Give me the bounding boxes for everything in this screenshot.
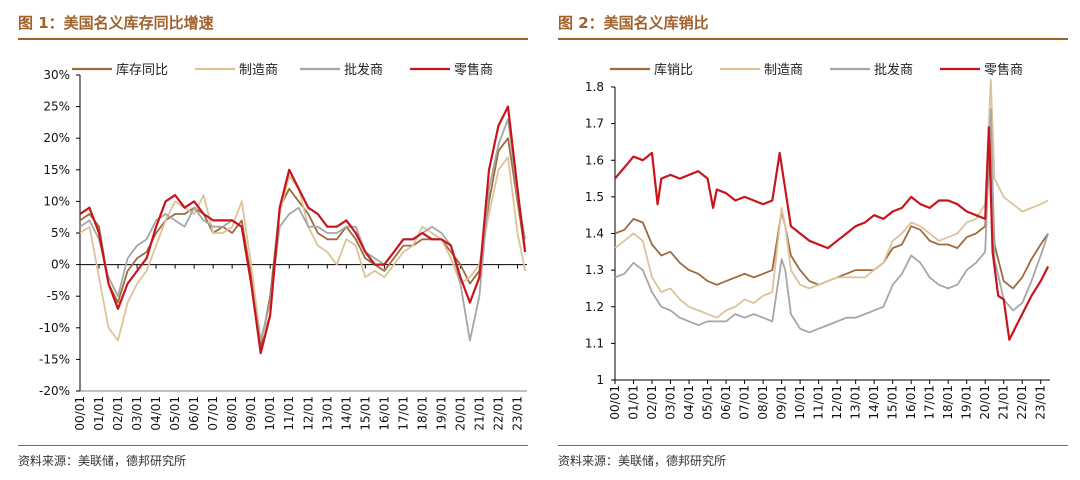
x-tick-label: 22/01 [491, 396, 505, 431]
x-tick-label: 17/01 [396, 396, 410, 431]
y-tick-label: 1.7 [585, 117, 604, 131]
x-tick-label: 03/01 [130, 396, 144, 431]
x-tick-label: 18/01 [415, 396, 429, 431]
y-tick-label: 1 [596, 373, 604, 387]
series-line-制造商 [79, 156, 526, 342]
x-tick-label: 16/01 [904, 385, 918, 420]
y-tick-label: -5% [47, 289, 70, 303]
x-tick-label: 21/01 [472, 396, 486, 431]
series-line-批发商 [614, 108, 1049, 334]
x-tick-label: 11/01 [812, 385, 826, 420]
x-tick-label: 19/01 [960, 385, 974, 420]
x-tick-label: 17/01 [923, 385, 937, 420]
y-tick-label: -10% [39, 321, 70, 335]
x-tick-label: 21/01 [997, 385, 1011, 420]
x-tick-label: 09/01 [775, 385, 789, 420]
legend-label: 批发商 [874, 62, 913, 78]
x-tick-label: 20/01 [978, 385, 992, 420]
x-tick-label: 07/01 [738, 385, 752, 420]
x-tick-label: 01/01 [627, 385, 641, 420]
x-tick-label: 03/01 [664, 385, 678, 420]
x-tick-label: 19/01 [434, 396, 448, 431]
x-tick-label: 08/01 [225, 396, 239, 431]
y-tick-label: 25% [43, 100, 70, 114]
legend-label: 库销比 [654, 62, 693, 78]
legend-label: 零售商 [454, 62, 493, 78]
chart-title-2: 图 2：美国名义库销比 [558, 14, 709, 32]
x-tick-label: 00/01 [73, 396, 87, 431]
chart-1-svg: -20% -15% -10% -5% 0% 5% 10% 15% 20% 25% 30% 00/01 0… [39, 62, 527, 431]
series-line-零售商 [79, 105, 527, 355]
legend-label: 制造商 [764, 63, 803, 78]
x-tick-label: 08/01 [756, 385, 770, 420]
legend-label: 批发商 [344, 62, 383, 78]
legend-label: 库存同比 [116, 62, 168, 78]
x-tick-label: 09/01 [244, 396, 258, 431]
x-tick-label: 06/01 [719, 385, 733, 420]
series-line-库存同比 [79, 137, 526, 348]
series-line-制造商 [614, 78, 1049, 319]
chart-panel-2: 图 2：美国名义库销比 1 1.1 1.2 1.3 1.4 1.5 1.6 1.7 1.8 00/… [540, 0, 1080, 480]
title-rule-1 [18, 38, 528, 40]
y-tick-label: 15% [43, 163, 70, 177]
x-tick-label: 02/01 [111, 396, 125, 431]
y-tick-label: 1.1 [585, 336, 604, 350]
x-tick-label: 10/01 [263, 396, 277, 431]
x-tick-label: 22/01 [1015, 385, 1029, 420]
x-tick-label: 04/01 [682, 385, 696, 420]
x-tick-label: 13/01 [320, 396, 334, 431]
y-tick-label: 1.8 [585, 80, 604, 94]
y-tick-label: 5% [51, 226, 70, 240]
x-tick-label: 12/01 [301, 396, 315, 431]
x-tick-label: 15/01 [886, 385, 900, 420]
chart-panel-1: 图 1：美国名义库存同比增速 -20% -15% -10% -5% 0% 5% 10% 15%… [18, 14, 528, 468]
chart-2-svg: 1 1.1 1.2 1.3 1.4 1.5 1.6 1.7 1.8 00/01 01/01 02/01… [585, 62, 1050, 420]
title-rule-2 [558, 38, 1068, 40]
legend-label: 制造商 [239, 63, 278, 78]
y-tick-label: 1.3 [585, 263, 604, 277]
y-tick-label: 1.5 [585, 190, 604, 204]
x-tick-label: 20/01 [453, 396, 467, 431]
series-line-批发商 [79, 118, 526, 342]
y-tick-label: -20% [39, 384, 70, 398]
x-tick-label: 18/01 [941, 385, 955, 420]
x-tick-label: 16/01 [377, 396, 391, 431]
source-note-2: 资料来源：美联储，德邦研究所 [558, 454, 727, 468]
x-tick-label: 12/01 [830, 385, 844, 420]
x-tick-label: 07/01 [206, 396, 220, 431]
x-tick-label: 04/01 [149, 396, 163, 431]
x-tick-label: 23/01 [1034, 385, 1048, 420]
x-tick-label: 23/01 [510, 396, 524, 431]
y-tick-label: 1.2 [585, 300, 604, 314]
footer-rule-2 [558, 445, 1068, 446]
y-tick-label: 10% [43, 194, 70, 208]
y-tick-label: -15% [39, 352, 70, 366]
y-tick-label: 1.4 [585, 227, 604, 241]
x-tick-label: 10/01 [793, 385, 807, 420]
legend-label: 零售商 [984, 62, 1023, 78]
chart-title-1: 图 1：美国名义库存同比增速 [18, 14, 214, 32]
y-tick-label: 30% [43, 68, 70, 82]
x-tick-label: 13/01 [849, 385, 863, 420]
x-tick-label: 05/01 [168, 396, 182, 431]
x-tick-label: 00/01 [608, 385, 622, 420]
y-tick-label: 1.6 [585, 153, 604, 167]
x-tick-label: 11/01 [282, 396, 296, 431]
x-tick-label: 01/01 [92, 396, 106, 431]
series-line-零售商 [614, 126, 1050, 341]
source-note-1: 资料来源：美联储，德邦研究所 [18, 454, 187, 468]
y-tick-label: 0% [51, 258, 70, 272]
x-tick-label: 05/01 [701, 385, 715, 420]
y-tick-label: 20% [43, 131, 70, 145]
footer-rule-1 [18, 445, 528, 446]
x-tick-label: 14/01 [339, 396, 353, 431]
x-tick-label: 15/01 [358, 396, 372, 431]
series-line-库销比 [614, 137, 1049, 290]
x-tick-label: 14/01 [867, 385, 881, 420]
x-tick-label: 06/01 [187, 396, 201, 431]
x-tick-label: 02/01 [645, 385, 659, 420]
